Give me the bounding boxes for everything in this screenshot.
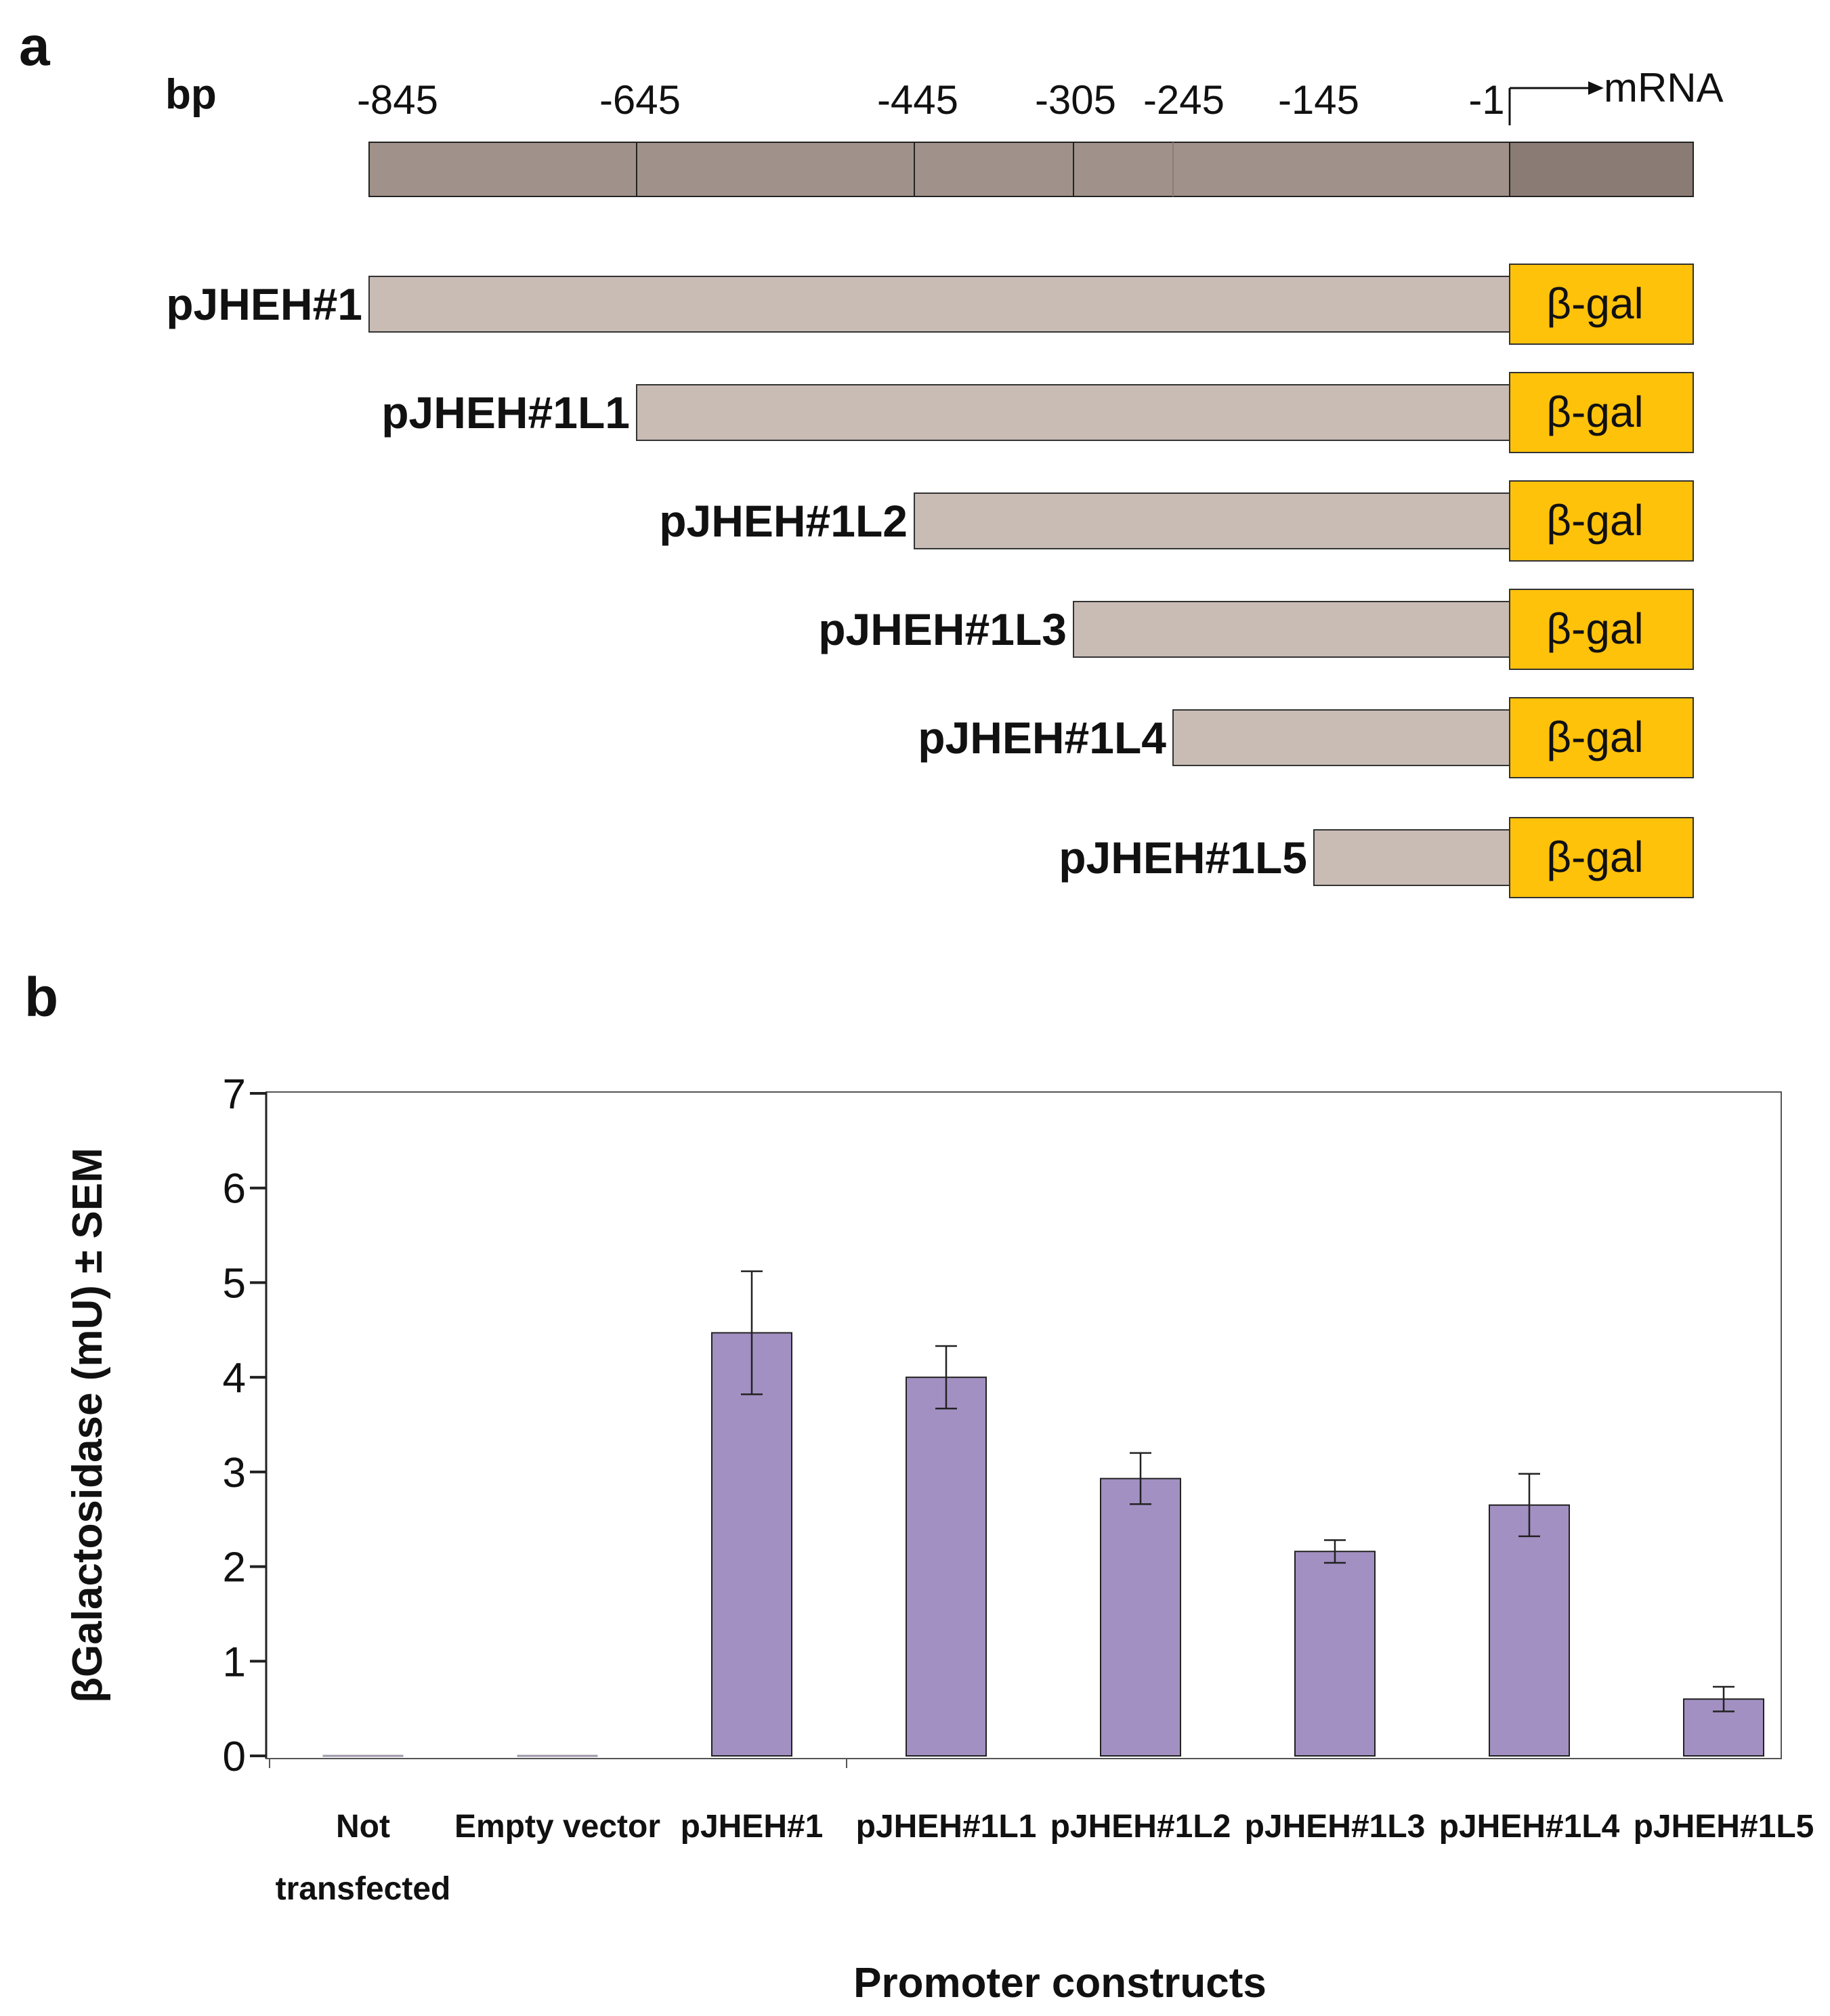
x-tick-label: pJHEH#1L3 (1245, 1809, 1426, 1845)
construct-row: β-gal pJHEH#1L5 (1059, 817, 1694, 898)
error-bar (1518, 1473, 1540, 1538)
promoter-fragment-bar (1172, 709, 1510, 766)
y-tick-label: 2 (223, 1545, 246, 1591)
construct-name: pJHEH#1L4 (918, 713, 1166, 763)
bar (1683, 1698, 1764, 1757)
x-tick-label: pJHEH#1L4 (1439, 1809, 1620, 1845)
position-label: -445 (877, 77, 958, 123)
x-tick-label: pJHEH#1L1 (856, 1809, 1037, 1845)
bars (322, 1270, 1764, 1757)
y-tick-label: 3 (223, 1450, 246, 1496)
y-tick-label: 7 (223, 1071, 246, 1118)
construct-row: β-gal pJHEH#1L4 (918, 697, 1694, 778)
error-bar (935, 1345, 957, 1410)
bar (517, 1755, 598, 1757)
y-axis-title: βGalactosidase (mU) ± SEM (64, 1148, 111, 1703)
error-bar (1713, 1685, 1735, 1713)
construct-name: pJHEH#1 (166, 279, 362, 329)
beta-gal-box (1509, 264, 1694, 345)
beta-gal-label: β-gal (1546, 496, 1644, 545)
mrna-label: mRNA (1604, 65, 1724, 110)
x-tick-label: pJHEH#1 (681, 1809, 824, 1845)
position-labels: -845 -645 -445 -305 -245 -145 -1 (357, 77, 1505, 123)
position-label: -305 (1035, 77, 1116, 123)
beta-gal-label: β-gal (1546, 387, 1644, 436)
beta-gal-label: β-gal (1546, 604, 1644, 653)
panel-a-letter: a (19, 16, 51, 77)
y-tick-label: 0 (223, 1734, 246, 1780)
y-axis: 0 1 2 3 4 5 6 7 (223, 1071, 1781, 1780)
bar (322, 1755, 404, 1757)
construct-name: pJHEH#1L2 (659, 496, 908, 546)
promoter-fragment-bar (1313, 829, 1510, 886)
x-tick-label: pJHEH#1L2 (1050, 1809, 1231, 1845)
position-label: -845 (357, 77, 438, 123)
bar (906, 1377, 987, 1757)
position-label: -1 (1468, 77, 1504, 123)
y-tick-label: 1 (223, 1639, 246, 1685)
position-label: -245 (1143, 77, 1225, 123)
construct-row: β-gal pJHEH#1L2 (659, 480, 1694, 562)
promoter-region-bar (368, 142, 1510, 197)
y-tick-label: 5 (223, 1260, 246, 1307)
x-tick-label: pJHEH#1L5 (1634, 1809, 1814, 1845)
promoter-fragment-bar (1073, 601, 1510, 658)
promoter-fragment-bar (636, 384, 1510, 441)
construct-name: pJHEH#1L3 (818, 604, 1067, 654)
coding-region-bar (1509, 142, 1694, 197)
beta-gal-label: β-gal (1546, 713, 1644, 761)
bar (1489, 1504, 1570, 1757)
construct-list: β-gal pJHEH#1 β-gal pJHEH#1L1 β-gal pJHEH#1L2… (166, 264, 1694, 898)
bar (1294, 1551, 1376, 1757)
beta-gal-box (1509, 589, 1694, 670)
error-bar (1324, 1539, 1346, 1564)
construct-row: β-gal pJHEH#1L1 (381, 372, 1694, 453)
position-label: -645 (599, 77, 681, 123)
promoter-map (368, 142, 1694, 197)
construct-row: β-gal pJHEH#1 (166, 264, 1694, 345)
construct-name: pJHEH#1L1 (381, 387, 630, 438)
beta-gal-label: β-gal (1546, 279, 1644, 328)
y-tick-label: 6 (223, 1166, 246, 1213)
bar (711, 1332, 792, 1757)
x-axis-title: Promoter constructs (853, 1960, 1267, 2007)
beta-gal-box (1509, 697, 1694, 778)
error-bar (741, 1270, 763, 1395)
beta-gal-box (1509, 817, 1694, 898)
promoter-fragment-bar (914, 492, 1510, 549)
beta-gal-box (1509, 480, 1694, 562)
bp-unit-label: bp (165, 71, 217, 118)
construct-row: β-gal pJHEH#1L3 (818, 589, 1694, 670)
x-tick-label: Not transfected (276, 1809, 451, 1907)
x-tick-label: Empty vector (454, 1809, 660, 1845)
beta-gal-box (1509, 372, 1694, 453)
error-bar (1130, 1452, 1151, 1505)
y-tick-label: 4 (223, 1355, 246, 1402)
position-label: -145 (1278, 77, 1359, 123)
promoter-fragment-bar (368, 276, 1510, 333)
beta-gal-label: β-gal (1546, 833, 1644, 881)
construct-name: pJHEH#1L5 (1059, 833, 1307, 883)
panel-b-letter: b (24, 967, 58, 1028)
bar (1100, 1477, 1181, 1757)
transcription-start-arrow: mRNA (1508, 65, 1724, 125)
